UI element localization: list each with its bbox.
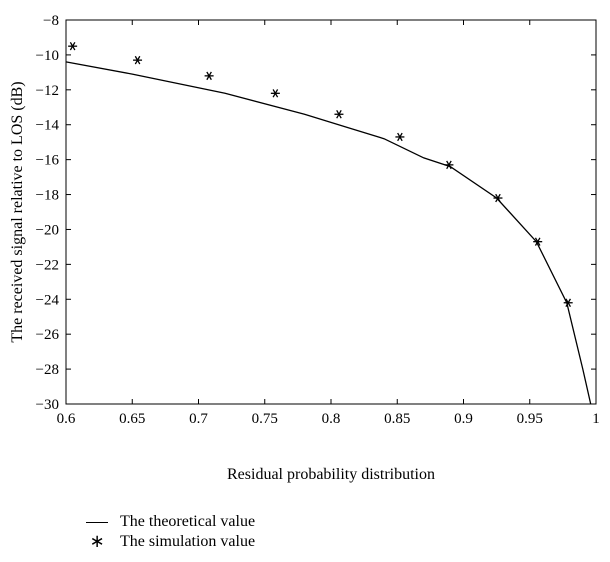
legend-label-theoretical: The theoretical value: [120, 513, 256, 530]
x-tick-label: 0.75: [252, 411, 278, 427]
x-tick-label: 0.7: [189, 411, 208, 427]
y-tick-label: −30: [36, 397, 59, 413]
simulation-point: [493, 193, 503, 203]
simulation-point: [334, 110, 344, 119]
x-axis-title: Residual probability distribution: [227, 466, 435, 483]
y-tick-label: −16: [36, 153, 60, 169]
legend-line-icon: [84, 512, 110, 532]
y-tick-label: −22: [36, 257, 59, 273]
chart: 0.6 0.65 0.7 0.75 0.8 0.85 0.9 0.95 1 −30−28−26−…: [9, 13, 600, 483]
plot-area-frame: [65, 19, 597, 405]
legend: The theoretical value ∗ The simulation v…: [84, 512, 255, 552]
legend-item-theoretical: The theoretical value: [84, 512, 255, 532]
simulation-point: [133, 55, 143, 65]
simulation-point: [204, 71, 214, 81]
y-tick-label: −28: [36, 362, 59, 378]
y-tick-label: −18: [36, 188, 59, 204]
y-tick-label: −20: [36, 222, 59, 238]
simulation-point: [68, 41, 78, 51]
legend-star-icon: ∗: [89, 531, 105, 552]
y-tick-label: −12: [36, 83, 59, 99]
legend-item-simulation: ∗ The simulation value: [84, 531, 256, 552]
simulation-point: [395, 132, 405, 142]
x-axis: 0.6 0.65 0.7 0.75 0.8 0.85 0.9 0.95 1: [57, 20, 600, 427]
x-tick-label: 0.95: [517, 411, 543, 427]
y-axis: −30 −28 −26 −24 −22 −20 −18 −16 −14 −12 −10 −8: [36, 13, 596, 413]
simulation-point: [563, 298, 573, 307]
y-tick-label: −26: [36, 327, 60, 343]
simulation-point: [270, 89, 280, 98]
legend-label-simulation: The simulation value: [120, 533, 256, 550]
x-tick-label: 0.65: [119, 411, 145, 427]
y-tick-label: −8: [43, 13, 59, 29]
y-tick-label: −14: [36, 118, 60, 134]
series-markers-simulation: [68, 41, 573, 307]
x-tick-label: 0.8: [322, 411, 341, 427]
y-tick-label: −24: [36, 292, 60, 308]
series-line-theoretical: [65, 61, 592, 405]
simulation-point: [533, 237, 543, 246]
x-tick-label: 1: [592, 411, 600, 427]
x-tick-label: 0.85: [384, 411, 410, 427]
y-axis-title: The received signal relative to LOS (dB): [9, 81, 26, 342]
y-tick-label: −10: [36, 48, 59, 64]
x-tick-label: 0.6: [57, 411, 76, 427]
x-tick-label: 0.9: [454, 411, 473, 427]
simulation-point: [444, 160, 454, 170]
